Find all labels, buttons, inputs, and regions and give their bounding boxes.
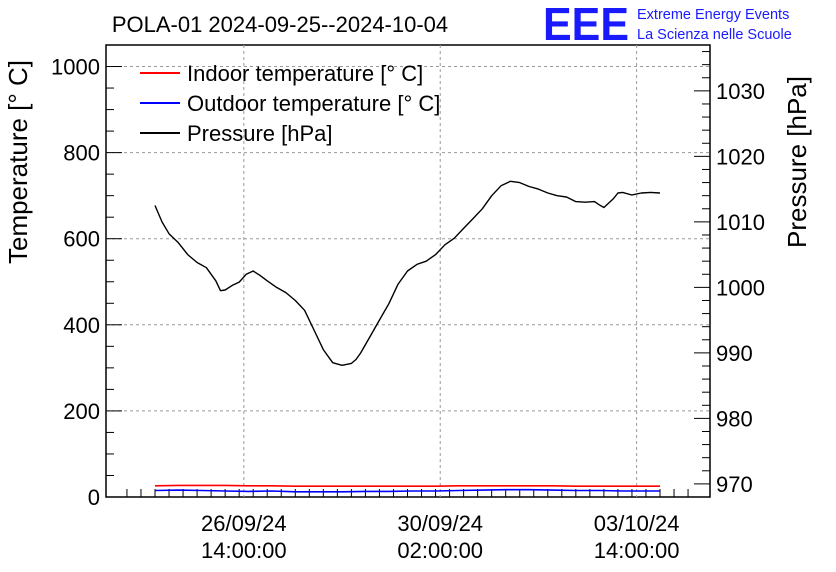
y-tick-label: 1000 bbox=[51, 55, 100, 80]
legend-label-outdoor: Outdoor temperature [° C] bbox=[187, 91, 440, 116]
y2-axis-label: Pressure [hPa] bbox=[782, 76, 812, 248]
x-tick-label-date: 03/10/24 bbox=[594, 511, 680, 536]
y-axis-label: Temperature [° C] bbox=[3, 60, 33, 264]
y2-tick-label: 1030 bbox=[716, 79, 765, 104]
x-tick-label-date: 30/09/24 bbox=[397, 511, 483, 536]
y-tick-label: 200 bbox=[63, 399, 100, 424]
outdoor-temperature-line bbox=[154, 488, 660, 493]
logo-mark: EEE bbox=[543, 0, 629, 50]
legend-label-pressure: Pressure [hPa] bbox=[187, 121, 333, 146]
indoor-temperature-line bbox=[154, 484, 660, 488]
y2-tick-label: 970 bbox=[716, 472, 753, 497]
logo-line-2: La Scienza nelle Scuole bbox=[637, 27, 792, 43]
y2-tick-label: 1020 bbox=[716, 144, 765, 169]
chart-title: POLA-01 2024-09-25--2024-10-04 bbox=[112, 12, 448, 37]
grid-layer bbox=[106, 45, 710, 497]
y-tick-label: 0 bbox=[88, 485, 100, 510]
x-tick-label-time: 14:00:00 bbox=[594, 538, 680, 563]
series-layer bbox=[154, 180, 661, 493]
eee-logo: EEE Extreme Energy Events La Scienza nel… bbox=[543, 0, 792, 50]
y-tick-label: 800 bbox=[63, 141, 100, 166]
pressure-line bbox=[154, 180, 661, 366]
tick-layer: 0 200 400 600 800 1000 970 980 990 1000 1010 1020 10… bbox=[51, 51, 765, 563]
x-tick-label-time: 02:00:00 bbox=[397, 538, 483, 563]
legend-label-indoor: Indoor temperature [° C] bbox=[187, 61, 423, 86]
x-tick-label-date: 26/09/24 bbox=[201, 511, 287, 536]
y2-tick-label: 1000 bbox=[716, 275, 765, 300]
y2-tick-label: 1010 bbox=[716, 210, 765, 235]
y-tick-label: 400 bbox=[63, 313, 100, 338]
y2-tick-label: 990 bbox=[716, 341, 753, 366]
x-tick-label-time: 14:00:00 bbox=[201, 538, 287, 563]
y2-tick-label: 980 bbox=[716, 406, 753, 431]
legend: Indoor temperature [° C] Outdoor tempera… bbox=[140, 61, 440, 146]
y-tick-label: 600 bbox=[63, 227, 100, 252]
logo-line-1: Extreme Energy Events bbox=[637, 7, 789, 23]
